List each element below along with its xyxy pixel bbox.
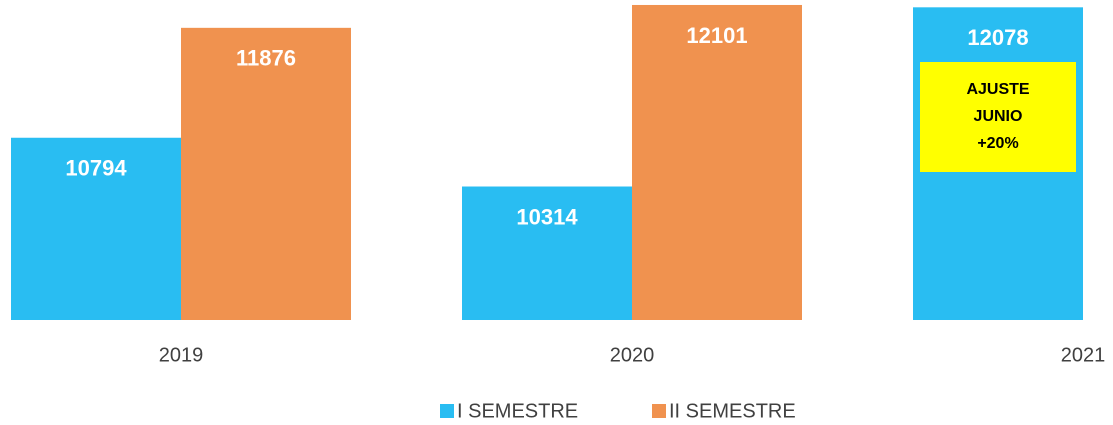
value-label: 12078 <box>967 25 1028 50</box>
bar <box>181 27 351 320</box>
legend-swatch <box>652 404 666 418</box>
x-tick-label: 2019 <box>159 344 204 366</box>
bar <box>11 137 181 320</box>
legend-label: II SEMESTRE <box>669 400 796 422</box>
annotation-text: JUNIO <box>974 108 1023 125</box>
value-label: 10794 <box>65 156 127 181</box>
value-label: 11876 <box>236 46 296 71</box>
annotation-box <box>920 62 1076 172</box>
legend-swatch <box>440 404 454 418</box>
annotation-text: AJUSTE <box>966 81 1029 98</box>
x-tick-label: 2020 <box>610 344 655 366</box>
value-label: 10314 <box>516 204 578 229</box>
bar <box>632 4 802 320</box>
x-tick-label: 2021 <box>1061 344 1106 366</box>
bar <box>462 186 632 320</box>
annotation-text: +20% <box>977 135 1018 152</box>
legend-label: I SEMESTRE <box>457 400 578 422</box>
value-label: 12101 <box>686 23 747 48</box>
